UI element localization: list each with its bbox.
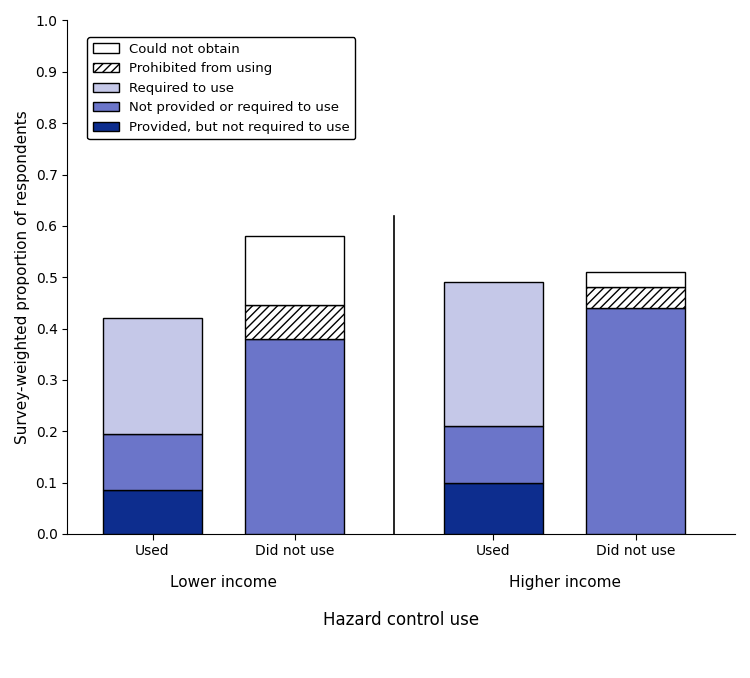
Text: Higher income: Higher income — [509, 575, 620, 590]
Bar — [444, 426, 543, 483]
Bar — [244, 306, 344, 339]
Bar — [444, 483, 543, 534]
Legend: Could not obtain, Prohibited from using, Required to use, Not provided or requir: Could not obtain, Prohibited from using,… — [87, 37, 356, 139]
Bar — [444, 282, 543, 426]
Bar — [244, 339, 344, 534]
Bar — [103, 490, 202, 534]
Bar — [586, 272, 686, 287]
Bar — [244, 236, 344, 306]
X-axis label: Hazard control use: Hazard control use — [323, 611, 479, 629]
Text: Lower income: Lower income — [170, 575, 277, 590]
Bar — [103, 318, 202, 434]
Y-axis label: Survey-weighted proportion of respondents: Survey-weighted proportion of respondent… — [15, 111, 30, 444]
Bar — [586, 287, 686, 308]
Bar — [103, 434, 202, 490]
Bar — [586, 308, 686, 534]
